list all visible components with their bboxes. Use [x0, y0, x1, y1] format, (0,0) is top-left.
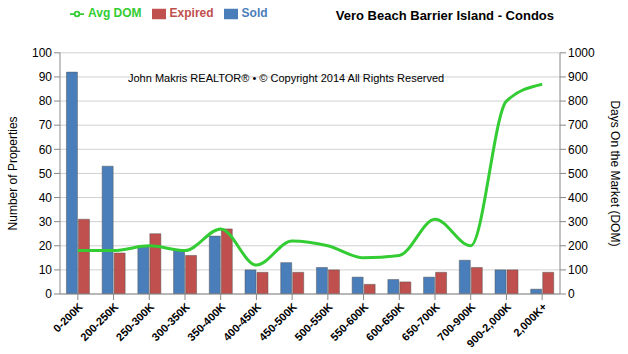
svg-text:90: 90	[39, 70, 53, 84]
svg-text:200: 200	[568, 239, 588, 253]
svg-text:0-200K: 0-200K	[51, 300, 85, 334]
svg-text:900-2,000K: 900-2,000K	[464, 300, 513, 349]
svg-text:2,000K+: 2,000K+	[511, 300, 549, 338]
svg-text:Days On the Market (DOM): Days On the Market (DOM)	[608, 100, 620, 246]
svg-text:300: 300	[568, 215, 588, 229]
svg-text:200-250K: 200-250K	[78, 300, 121, 343]
svg-text:900: 900	[568, 70, 588, 84]
svg-text:450-500K: 450-500K	[256, 300, 299, 343]
svg-text:10: 10	[39, 263, 53, 277]
svg-text:80: 80	[39, 94, 53, 108]
svg-text:40: 40	[39, 191, 53, 205]
svg-text:400: 400	[568, 191, 588, 205]
svg-text:650-700K: 650-700K	[399, 300, 442, 343]
svg-text:600: 600	[568, 143, 588, 157]
svg-text:20: 20	[39, 239, 53, 253]
svg-text:550-600K: 550-600K	[328, 300, 371, 343]
svg-text:0: 0	[45, 287, 52, 301]
svg-text:500: 500	[568, 167, 588, 181]
svg-text:350-400K: 350-400K	[185, 300, 228, 343]
svg-text:700-900K: 700-900K	[435, 300, 478, 344]
html-text:Avg DOM: Avg DOM	[88, 6, 142, 20]
svg-text:500-550K: 500-550K	[292, 300, 335, 343]
svg-text:1000: 1000	[568, 46, 595, 60]
svg-text:60: 60	[39, 143, 53, 157]
svg-text:600-650K: 600-650K	[364, 300, 407, 343]
html-text:Expired: Expired	[169, 6, 214, 20]
svg-text:100: 100	[568, 263, 588, 277]
svg-text:800: 800	[568, 94, 588, 108]
svg-text:30: 30	[39, 215, 53, 229]
svg-text:250-300K: 250-300K	[114, 300, 157, 343]
svg-text:300-350K: 300-350K	[149, 300, 192, 343]
svg-text:Number of Properties: Number of Properties	[8, 116, 20, 230]
html-text:Vero Beach Barrier Island - Co: Vero Beach Barrier Island - Condos	[335, 8, 554, 23]
svg-text:50: 50	[39, 167, 53, 181]
html-text:Sold: Sold	[241, 6, 268, 20]
html-text:John Makris REALTOR® • © Copyr: John Makris REALTOR® • © Copyright 2014 …	[128, 72, 445, 84]
svg-text:700: 700	[568, 118, 588, 132]
svg-text:400-450K: 400-450K	[221, 300, 264, 343]
svg-text:100: 100	[32, 46, 52, 60]
svg-text:70: 70	[39, 118, 53, 132]
svg-text:0: 0	[568, 287, 575, 301]
